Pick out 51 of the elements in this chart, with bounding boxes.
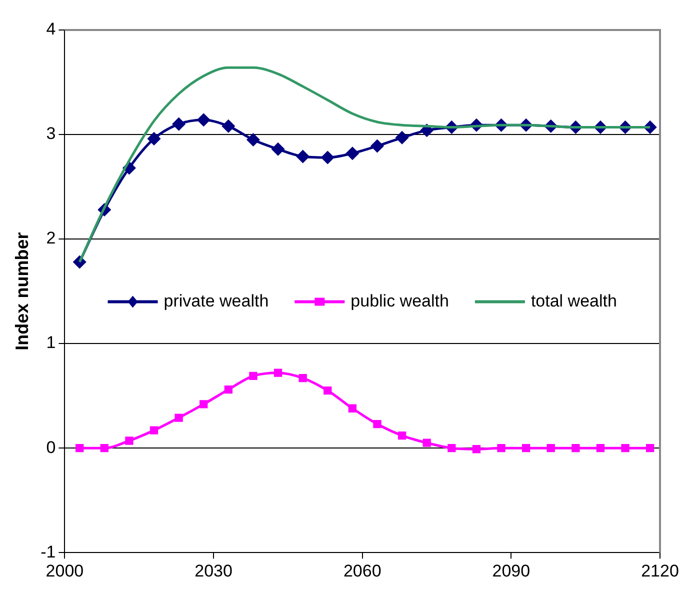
point [373,420,382,428]
point [546,444,555,452]
point [396,131,408,144]
y-tick-label: -1 [40,542,56,562]
legend-label: total wealth [530,291,617,310]
y-tick-label: 4 [46,20,56,39]
point [246,133,260,146]
point [346,147,359,160]
point [448,444,456,452]
y-tick-label: 1 [46,333,56,352]
point [348,404,357,412]
x-tick-label: 2120 [641,561,679,580]
y-tick-label: 0 [46,438,56,457]
point [174,414,183,422]
point [321,151,334,164]
x-tick-label: 2060 [343,561,382,580]
point [646,444,654,452]
point [274,368,282,377]
point [272,142,284,156]
point [370,140,384,152]
x-tick-label: 2090 [492,561,530,580]
legend-label: public wealth [350,291,449,310]
y-axis-title: Index number [12,232,32,350]
point [398,431,406,440]
point [298,374,307,382]
point [224,385,232,394]
point [200,400,208,408]
y-tick-label: 3 [46,124,56,144]
point [197,114,210,126]
point [324,386,332,395]
point [296,150,310,163]
x-tick-label: 2030 [194,561,232,580]
point [522,444,530,452]
point [420,124,434,137]
x-tick-label: 2000 [46,561,84,580]
point [572,444,580,452]
point [100,444,108,452]
point [222,120,235,132]
point [148,132,160,145]
point [172,118,186,130]
point [150,426,158,434]
point [422,438,431,447]
point [472,445,481,454]
point [249,372,258,380]
point [497,444,506,452]
point [125,436,134,445]
point [621,444,630,452]
point [76,444,84,452]
legend-label: private wealth [164,291,269,310]
y-tick-label: 2 [46,228,56,248]
point [596,444,605,452]
